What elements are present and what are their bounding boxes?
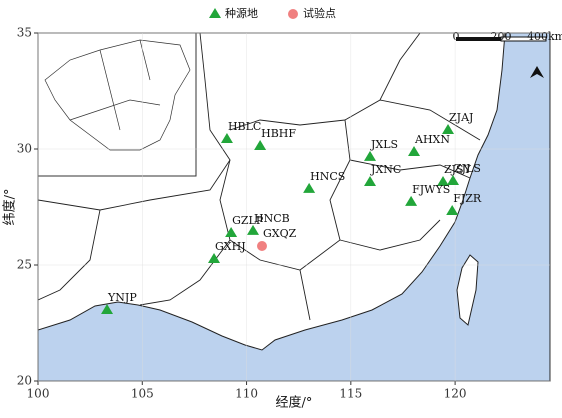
- x-tick-label: 100: [27, 387, 50, 401]
- y-tick-label: 25: [17, 258, 32, 272]
- y-tick-label: 30: [17, 142, 32, 156]
- legend-label: 种源地: [225, 6, 258, 20]
- y-tick-label: 20: [17, 374, 32, 388]
- point: [364, 150, 377, 161]
- x-tick-label: 110: [235, 387, 258, 401]
- point: [101, 304, 114, 315]
- point-label: HNCS: [310, 170, 345, 183]
- point: [247, 224, 260, 235]
- point-label: GXHJ: [215, 240, 246, 253]
- point-label: YNJP: [107, 291, 137, 304]
- point-label: GZLP: [232, 214, 264, 227]
- x-axis-label: 经度/°: [276, 395, 313, 411]
- point-label: GXQZ: [263, 227, 297, 240]
- point-label: HNCB: [254, 212, 290, 225]
- point: [437, 175, 450, 186]
- legend-label: 试验点: [303, 6, 336, 20]
- point: [408, 146, 421, 157]
- point-label: HBLC: [228, 120, 261, 133]
- legend-marker: [209, 8, 221, 18]
- point-label: FJWYS: [412, 183, 450, 196]
- y-axis-label: 纬度/°: [2, 189, 18, 226]
- point-label: ZJLS: [454, 162, 481, 175]
- point: [303, 182, 316, 193]
- point-label: AHXN: [414, 133, 450, 146]
- point: [254, 139, 267, 150]
- point-label: ZJSY: [444, 163, 472, 176]
- ocean: [38, 33, 550, 381]
- scale-bar: [456, 36, 547, 42]
- y-tick-label: 35: [17, 26, 32, 40]
- point: [208, 252, 221, 263]
- point: [446, 204, 459, 215]
- point: [256, 240, 267, 251]
- point: [225, 226, 238, 237]
- point-label: FJZR: [453, 192, 482, 205]
- inset-map: [37, 32, 197, 177]
- x-tick-label: 115: [339, 387, 362, 401]
- legend-marker: [288, 9, 298, 19]
- scale-label: 200: [491, 30, 512, 43]
- x-tick-label: 105: [131, 387, 154, 401]
- point: [364, 175, 377, 186]
- point-label: HBHF: [261, 127, 296, 140]
- north-arrow: [530, 66, 544, 78]
- point-label: JXLS: [370, 138, 398, 151]
- scale-label: 400km: [527, 30, 562, 43]
- point-label: ZJAJ: [449, 111, 473, 124]
- point: [442, 123, 455, 134]
- point: [220, 133, 233, 144]
- point-label: JXNC: [370, 163, 401, 176]
- x-tick-label: 120: [444, 387, 467, 401]
- scale-label: 0: [453, 30, 460, 43]
- point: [447, 175, 460, 186]
- taiwan: [456, 254, 479, 326]
- point: [405, 195, 418, 206]
